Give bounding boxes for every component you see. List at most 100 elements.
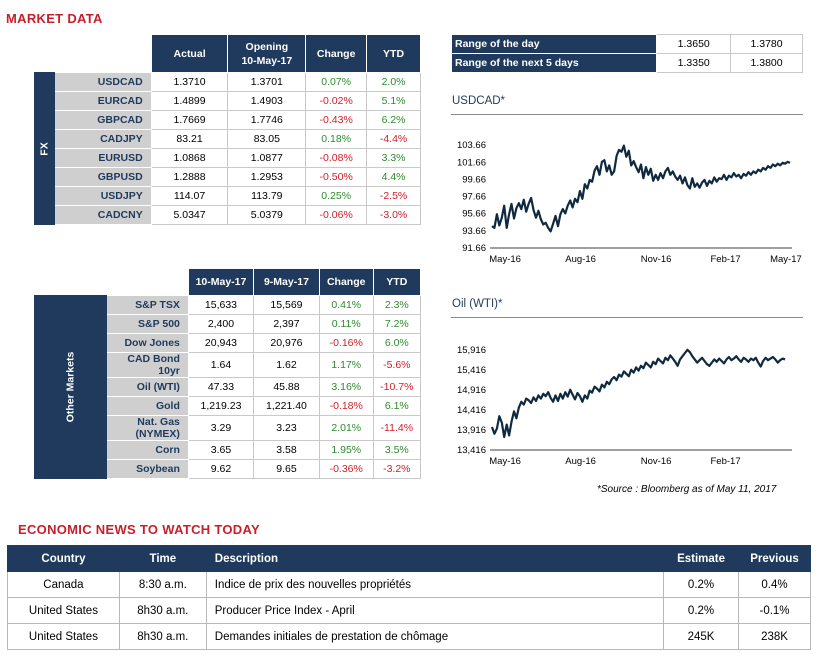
instrument-name: CADCNY <box>53 205 152 225</box>
market-name: Corn <box>105 440 189 460</box>
news-estimate: 0.2% <box>663 571 740 598</box>
fx-header-change: Change <box>305 34 368 73</box>
opening-value: 5.0379 <box>227 205 307 225</box>
y-tick-label: 15,916 <box>457 345 486 356</box>
instrument-name: GBPUSD <box>53 167 152 187</box>
ytd-value: -3.2% <box>372 459 422 479</box>
d2-value: 3.23 <box>253 415 320 441</box>
oil-chart: 15,916 15,416 14,916 14,416 13,916 13,416May-… <box>457 345 792 467</box>
instrument-name: USDCAD <box>53 72 152 92</box>
ytd-value: 2.3% <box>372 295 422 315</box>
instrument-name: EURUSD <box>53 148 152 168</box>
opening-value: 1.7746 <box>227 110 307 130</box>
x-tick-label: May-17 <box>770 254 802 265</box>
change-value: 1.17% <box>318 352 374 378</box>
ytd-value: -3.0% <box>366 205 421 225</box>
news-header-estimate: Estimate <box>663 545 740 572</box>
other-header-change: Change <box>318 268 374 296</box>
ytd-value: -2.5% <box>366 186 421 206</box>
y-tick-label: 15,416 <box>457 365 486 376</box>
fx-header-actual: Actual <box>150 34 229 73</box>
fx-header-opening-line1: Opening <box>245 40 289 53</box>
market-name: S&P TSX <box>105 295 189 315</box>
ytd-value: 3.5% <box>372 440 422 460</box>
fx-side-label: FX <box>34 72 55 225</box>
fx-row: USDJPY 114.07 113.79 0.25% -2.5% <box>35 186 421 206</box>
fx-row: CADJPY 83.21 83.05 0.18% -4.4% <box>35 129 421 149</box>
fx-row: EURCAD 1.4899 1.4903 -0.02% 5.1% <box>35 91 421 111</box>
change-value: 3.16% <box>318 377 374 397</box>
d2-value: 1.62 <box>253 352 320 378</box>
news-time: 8h30 a.m. <box>118 623 207 650</box>
range-table: Range of the day 1.3650 1.3780 Range of … <box>450 34 803 73</box>
change-value: 0.41% <box>318 295 374 315</box>
range-label: Range of the day <box>450 34 658 54</box>
change-value: -0.36% <box>318 459 374 479</box>
opening-value: 83.05 <box>227 129 307 149</box>
other-market-row: Dow Jones 20,943 20,976 -0.16% 6.0% <box>35 333 422 353</box>
change-value: 1.95% <box>318 440 374 460</box>
change-value: -0.16% <box>318 333 374 353</box>
market-name: Gold <box>105 396 189 416</box>
d1-value: 47.33 <box>187 377 255 397</box>
y-tick-label: 101.66 <box>457 157 486 168</box>
d1-value: 20,943 <box>187 333 255 353</box>
actual-value: 1.3710 <box>150 72 229 92</box>
change-value: 2.01% <box>318 415 374 441</box>
series-line <box>491 144 791 233</box>
ytd-value: 6.2% <box>366 110 421 130</box>
oil-chart-rule <box>451 317 803 318</box>
news-estimate: 245K <box>663 623 740 650</box>
news-previous: 238K <box>738 623 811 650</box>
change-value: 0.25% <box>305 186 368 206</box>
economic-news-table: Country Time Description Estimate Previo… <box>7 545 811 650</box>
other-market-row: S&P 500 2,400 2,397 0.11% 7.2% <box>35 314 422 334</box>
ytd-value: -10.7% <box>372 377 422 397</box>
actual-value: 1.0868 <box>150 148 229 168</box>
change-value: -0.18% <box>318 396 374 416</box>
news-previous: 0.4% <box>738 571 811 598</box>
y-tick-label: 13,916 <box>457 425 486 436</box>
news-country: United States <box>7 597 120 624</box>
market-name: CAD Bond 10yr <box>105 352 189 378</box>
market-name: S&P 500 <box>105 314 189 334</box>
ytd-value: -5.6% <box>372 352 422 378</box>
opening-value: 1.2953 <box>227 167 307 187</box>
other-markets-table: 10-May-17 9-May-17 Change YTD Other Mark… <box>34 268 422 479</box>
news-country: United States <box>7 623 120 650</box>
other-header-ytd: YTD <box>372 268 422 296</box>
other-market-row: Soybean 9.62 9.65 -0.36% -3.2% <box>35 459 422 479</box>
source-note: *Source : Bloomberg as of May 11, 2017 <box>597 484 777 495</box>
x-tick-label: May-16 <box>489 254 521 265</box>
news-header-previous: Previous <box>738 545 811 572</box>
other-market-row: Oil (WTI) 47.33 45.88 3.16% -10.7% <box>35 377 422 397</box>
economic-news-title: ECONOMIC NEWS TO WATCH TODAY <box>18 522 260 537</box>
d2-value: 1,221.40 <box>253 396 320 416</box>
y-tick-label: 13,416 <box>457 445 486 456</box>
other-market-row: CAD Bond 10yr 1.64 1.62 1.17% -5.6% <box>35 352 422 378</box>
fx-row: GBPCAD 1.7669 1.7746 -0.43% 6.2% <box>35 110 421 130</box>
fx-row: CADCNY 5.0347 5.0379 -0.06% -3.0% <box>35 205 421 225</box>
d1-value: 15,633 <box>187 295 255 315</box>
market-name: Dow Jones <box>105 333 189 353</box>
news-row: United States 8h30 a.m. Producer Price Ind… <box>7 597 811 624</box>
y-tick-label: 14,916 <box>457 385 486 396</box>
d1-value: 3.65 <box>187 440 255 460</box>
actual-value: 1.7669 <box>150 110 229 130</box>
fx-header-ytd: YTD <box>366 34 421 73</box>
news-header-country: Country <box>7 545 120 572</box>
change-value: -0.02% <box>305 91 368 111</box>
d1-value: 1.64 <box>187 352 255 378</box>
x-tick-label: Aug-16 <box>565 254 596 265</box>
y-tick-label: 95.66 <box>462 209 486 220</box>
actual-value: 1.2888 <box>150 167 229 187</box>
ytd-value: -4.4% <box>366 129 421 149</box>
range-high: 1.3780 <box>730 34 803 54</box>
news-time: 8h30 a.m. <box>118 597 207 624</box>
opening-value: 1.4903 <box>227 91 307 111</box>
news-row: Canada 8:30 a.m. Indice de prix des nouvel… <box>7 571 811 598</box>
market-name: Oil (WTI) <box>105 377 189 397</box>
y-tick-label: 14,416 <box>457 405 486 416</box>
usdcad-chart-rule <box>451 114 803 115</box>
y-tick-label: 91.66 <box>462 243 486 254</box>
